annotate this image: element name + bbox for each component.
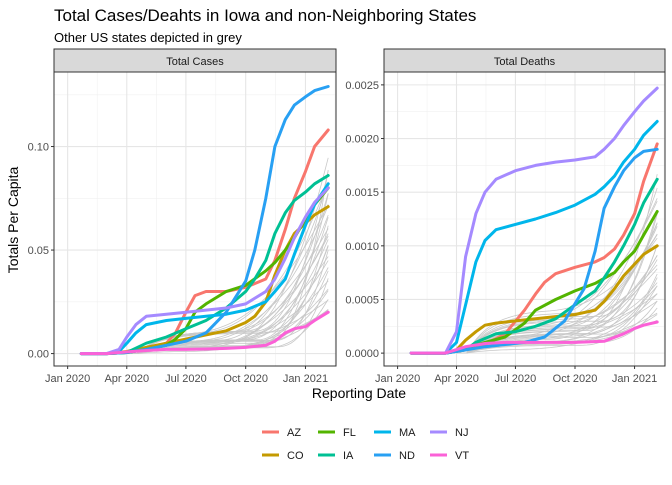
gridlines: [384, 72, 665, 366]
facet-strip: [383, 48, 666, 73]
other-state-line: [126, 246, 329, 354]
other-state-line: [456, 312, 658, 354]
series-line-vt: [79, 310, 330, 356]
legend-item-fl: FL: [318, 427, 356, 439]
chart-subtitle: Other US states depicted in grey: [54, 30, 242, 45]
y-tick-label: 0.0025: [345, 80, 379, 92]
x-tick-label: Jul 2020: [165, 373, 207, 385]
legend-item-az: AZ: [262, 427, 301, 439]
series-line-nj: [79, 186, 330, 356]
legend-item-ma: MA: [374, 427, 416, 439]
y-tick-label: 0.05: [28, 245, 49, 257]
other-state-line: [456, 285, 658, 354]
panels: Total Cases 0.00 0.05 0.10 Jan 2020 Apr 2020 J…: [28, 48, 666, 385]
x-tick-label: Apr 2020: [104, 373, 149, 385]
legend-label: IA: [343, 450, 354, 462]
legend-item-vt: VT: [430, 450, 469, 462]
y-tick-label: 0.0010: [345, 241, 379, 253]
x-tick-label: Oct 2020: [223, 373, 268, 385]
legend-label: AZ: [287, 427, 301, 439]
series-line-nd: [409, 147, 659, 355]
other-state-line: [456, 210, 658, 354]
x-tick-label: Jul 2020: [495, 373, 537, 385]
x-tick-label: Oct 2020: [553, 373, 598, 385]
panel-total-cases: Total Cases 0.00 0.05 0.10 Jan 2020 Apr 2020 J…: [28, 48, 337, 385]
legend-item-ia: IA: [318, 450, 354, 462]
series-line-nj: [409, 86, 659, 355]
series-line-ia: [79, 174, 330, 356]
legend-label: NJ: [455, 427, 468, 439]
chart-title: Total Cases/Deahts in Iowa and non-Neigh…: [54, 6, 476, 25]
facet-strip-label: Total Deaths: [494, 56, 556, 68]
other-state-line: [456, 244, 658, 354]
facet-strip: [53, 48, 337, 73]
legend-label: ND: [399, 450, 415, 462]
legend-item-nj: NJ: [430, 427, 468, 439]
legend-label: VT: [455, 450, 469, 462]
legend-label: MA: [399, 427, 416, 439]
x-tick-label: Jan 2021: [283, 373, 328, 385]
y-tick-label: 0.0000: [345, 348, 379, 360]
x-tick-label: Jan 2020: [375, 373, 420, 385]
y-tick-label: 0.0015: [345, 187, 379, 199]
panel-total-deaths: Total Deaths 0.0000 0.0005 0.0010 0.0015 0.00…: [345, 48, 666, 385]
series-line-co: [409, 244, 659, 355]
other-state-line: [456, 226, 658, 354]
legend-label: CO: [287, 450, 304, 462]
series-line-ma: [79, 182, 330, 356]
series-line-ma: [409, 119, 659, 355]
y-axis-label: Totals Per Capita: [5, 166, 21, 273]
y-tick-label: 0.10: [28, 142, 49, 154]
legend-item-nd: ND: [374, 450, 415, 462]
x-tick-label: Jan 2020: [45, 373, 90, 385]
y-tick-label: 0.0020: [345, 134, 379, 146]
legend: AZ CO FL IA MA ND NJ VT: [262, 427, 469, 462]
x-tick-label: Apr 2020: [434, 373, 479, 385]
y-tick-label: 0.00: [28, 349, 49, 361]
y-tick-label: 0.0005: [345, 294, 379, 306]
x-axis-label: Reporting Date: [312, 385, 406, 401]
legend-item-co: CO: [262, 450, 304, 462]
series-line-vt: [409, 320, 659, 355]
legend-label: FL: [343, 427, 356, 439]
x-tick-label: Jan 2021: [612, 373, 657, 385]
facet-strip-label: Total Cases: [166, 56, 224, 68]
